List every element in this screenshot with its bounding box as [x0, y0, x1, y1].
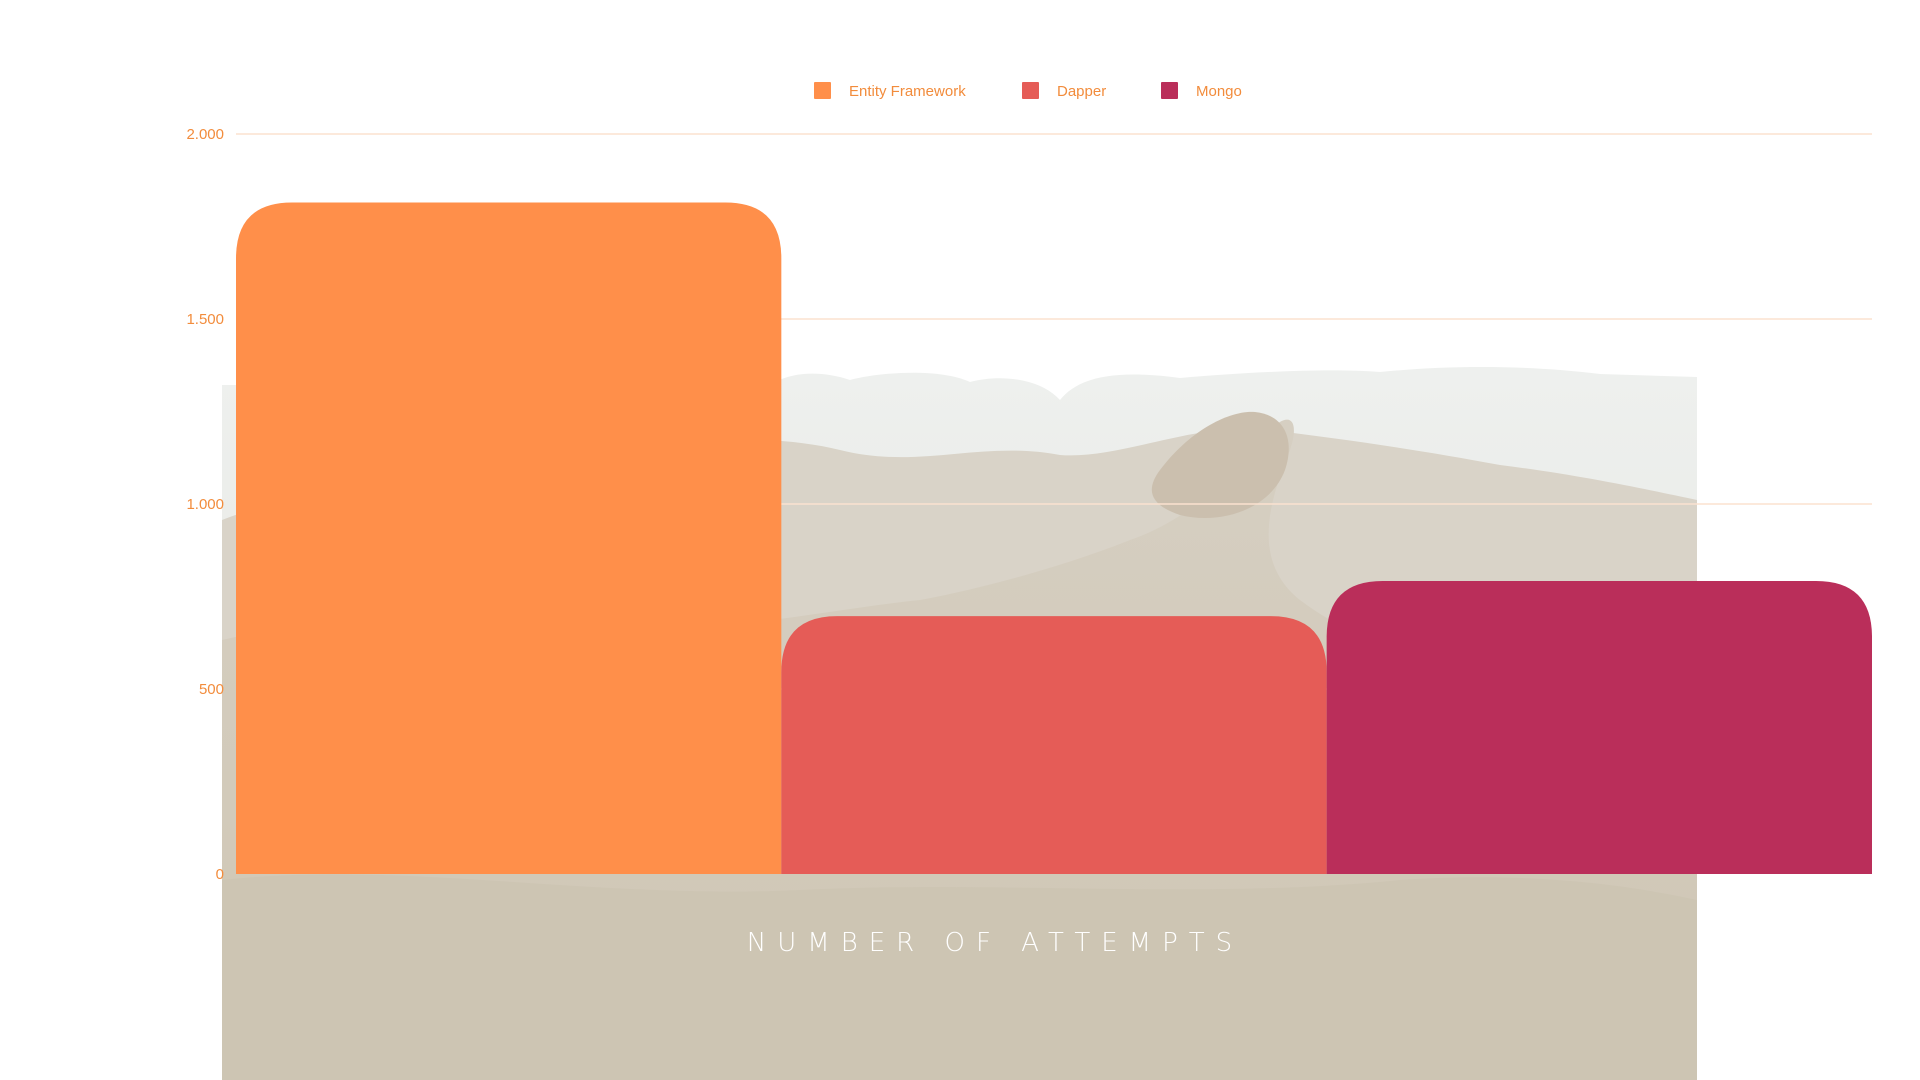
legend-label: Entity Framework: [849, 83, 966, 100]
bars: [236, 202, 1872, 874]
legend-swatch: [1022, 82, 1039, 99]
y-tick-label: 1.500: [186, 311, 224, 328]
bar-dapper: [781, 616, 1327, 874]
bar-entity-framework: [236, 202, 782, 874]
y-tick-label: 500: [199, 681, 224, 698]
legend: Entity Framework Dapper Mongo: [814, 82, 1242, 100]
y-tick-label: 1.000: [186, 496, 224, 513]
legend-item-entity-framework[interactable]: Entity Framework: [814, 82, 966, 100]
y-tick-label: 0: [216, 866, 224, 883]
legend-item-dapper[interactable]: Dapper: [1022, 82, 1106, 100]
x-axis-label: NUMBER OF ATTEMPTS: [746, 928, 1244, 958]
y-axis-ticks: 0 500 1.000 1.500 2.000: [186, 126, 224, 883]
legend-item-mongo[interactable]: Mongo: [1161, 82, 1242, 100]
legend-label: Mongo: [1196, 83, 1242, 100]
legend-swatch: [1161, 82, 1178, 99]
legend-label: Dapper: [1057, 83, 1106, 100]
y-tick-label: 2.000: [186, 126, 224, 143]
legend-swatch: [814, 82, 831, 99]
bar-mongo: [1326, 580, 1872, 874]
